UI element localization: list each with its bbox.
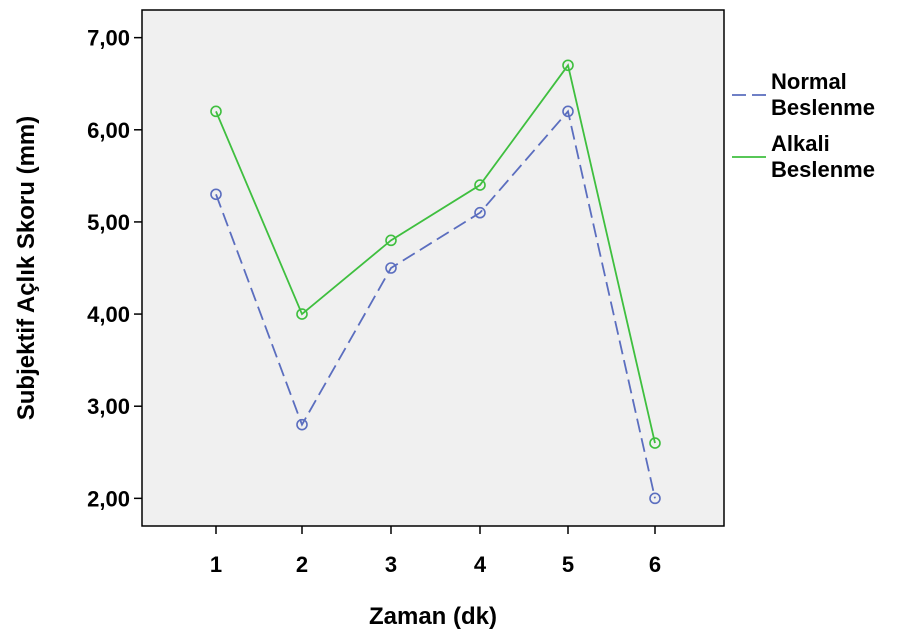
series-2-point — [296, 308, 308, 320]
legend-label: Beslenme — [771, 95, 875, 120]
series-2-point — [474, 179, 486, 191]
series-line-1 — [215, 109, 656, 499]
legend-label: Beslenme — [771, 157, 875, 182]
y-axis-title: Subjektif Açlık Skoru (mm) — [13, 116, 40, 421]
x-tick-label: 6 — [649, 552, 661, 577]
series-1-point — [210, 188, 222, 201]
series-1-point — [649, 492, 661, 505]
series-1-point — [562, 105, 574, 118]
y-tick-label: 5,00 — [87, 210, 130, 235]
x-tick-label: 5 — [562, 552, 574, 577]
plot-area — [141, 9, 725, 527]
series-2-point — [562, 59, 574, 72]
x-tick-label: 1 — [210, 552, 222, 577]
y-tick-label: 7,00 — [87, 26, 130, 51]
y-axis: 2,00 3,00 4,00 5,00 6,00 7,00 — [87, 26, 142, 511]
series-1-point — [474, 206, 486, 219]
x-axis: 1 2 3 4 5 6 — [210, 526, 661, 577]
x-axis-title: Zaman (dk) — [369, 603, 497, 630]
series-line-2 — [215, 63, 656, 444]
series-1-point — [296, 418, 308, 431]
series-2-point — [385, 234, 397, 247]
series-layer — [210, 59, 661, 505]
y-tick-label: 4,00 — [87, 302, 130, 327]
x-tick-label: 2 — [296, 552, 308, 577]
legend-label: Normal — [771, 69, 847, 94]
series-1-point — [385, 262, 397, 274]
legend-label: Alkali — [771, 131, 830, 156]
x-tick-label: 4 — [474, 552, 487, 577]
y-tick-label: 6,00 — [87, 118, 130, 143]
x-tick-label: 3 — [385, 552, 397, 577]
y-tick-label: 3,00 — [87, 394, 130, 419]
y-tick-label: 2,00 — [87, 486, 130, 511]
series-2-point — [210, 105, 222, 118]
series-2-point — [649, 437, 661, 449]
